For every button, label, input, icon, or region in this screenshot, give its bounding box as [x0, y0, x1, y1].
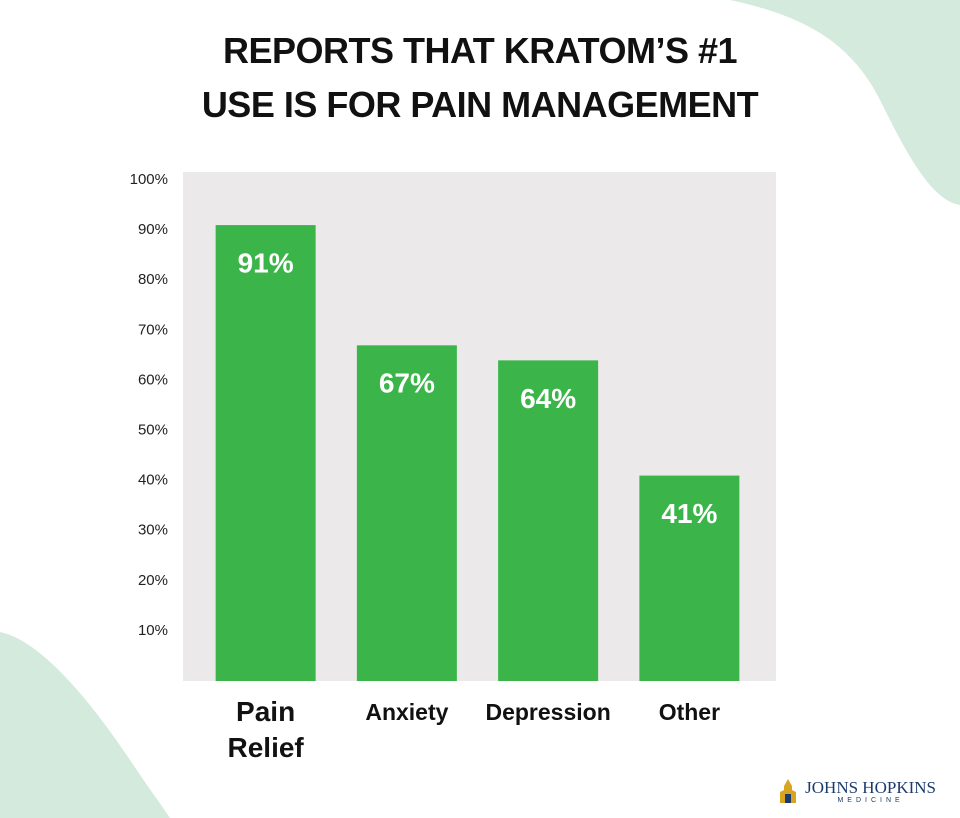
decor-blob [730, 0, 960, 205]
value-label: 67% [379, 368, 435, 399]
logo-text: JOHNS HOPKINS MEDICINE [805, 777, 936, 804]
y-tick-label: 30% [138, 522, 168, 539]
y-tick-label: 80% [138, 271, 168, 288]
y-tick-label: 60% [138, 371, 168, 388]
y-tick-label: 50% [138, 421, 168, 438]
bar [639, 475, 740, 681]
x-tick-label: Pain Relief [227, 696, 304, 763]
y-tick-label: 100% [130, 171, 168, 188]
x-tick-label: Anxiety [365, 699, 449, 725]
logo-sub: MEDICINE [837, 796, 904, 804]
value-label: 41% [661, 498, 717, 529]
chart-title: REPORTS THAT KRATOM’S #1 USE IS FOR PAIN… [201, 30, 759, 125]
value-label: 64% [520, 383, 576, 414]
x-tick-label: Depression [485, 699, 611, 725]
bar [498, 360, 599, 681]
y-tick-label: 20% [138, 572, 168, 589]
logo-name: JOHNS HOPKINS [805, 777, 936, 797]
y-tick-label: 10% [138, 622, 168, 639]
decor-blob [0, 632, 170, 818]
logo: JOHNS HOPKINS MEDICINE [777, 778, 936, 804]
y-tick-label: 40% [138, 472, 168, 489]
logo-icon [780, 779, 797, 803]
bar [215, 225, 316, 681]
value-label: 91% [238, 247, 294, 278]
y-tick-label: 70% [138, 321, 168, 338]
x-tick-label: Other [658, 699, 721, 725]
bar [356, 345, 457, 681]
y-tick-label: 90% [138, 221, 168, 238]
